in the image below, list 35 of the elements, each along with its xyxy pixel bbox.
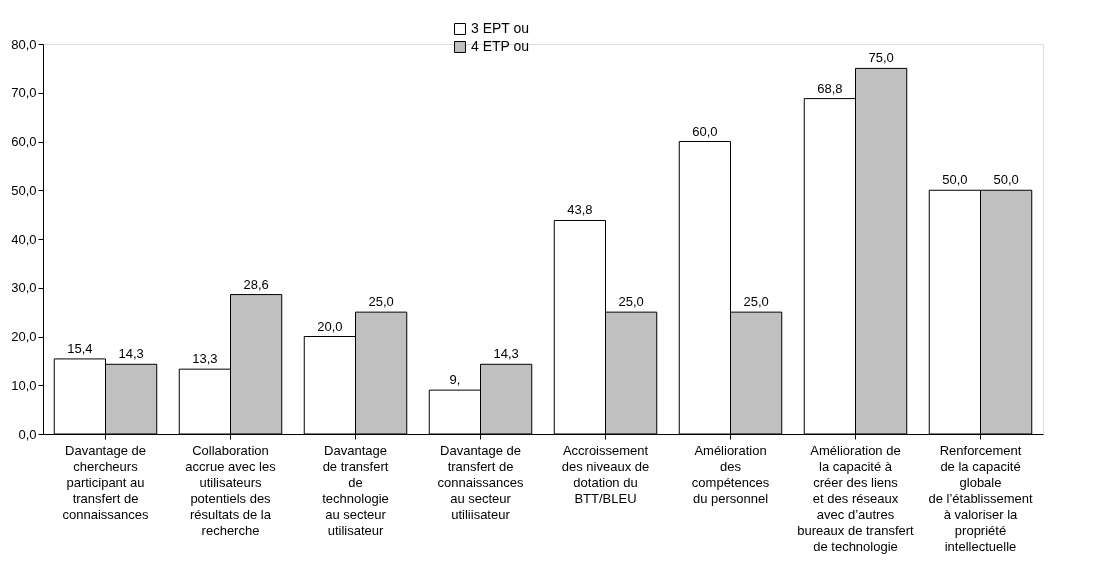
- y-tick-label: 60,0: [11, 134, 37, 149]
- x-tick-label: Davantage de chercheurs participant au transfert de connaissances: [62, 442, 149, 522]
- data-label: 68,8: [817, 80, 843, 96]
- data-label: 14,3: [118, 346, 144, 362]
- x-tick-label: Collaboration accrue avec les utilisateurs potentiels des résultats de la recherche: [185, 442, 277, 538]
- x-tick-label: Renforcement de la capacité globale de l’établissement à valoriser la propriété intellectuelle: [928, 442, 1033, 554]
- y-tick-label: 30,0: [11, 280, 37, 296]
- legend-label: 3 EPT ou: [471, 20, 530, 36]
- y-tick-label: 50,0: [11, 182, 37, 198]
- data-label: 60,0: [692, 123, 718, 139]
- y-tick-label: 70,0: [11, 85, 37, 101]
- y-tick-label: 20,0: [11, 329, 37, 344]
- data-label: 50,0: [942, 172, 968, 188]
- y-tick-label: 10,0: [11, 377, 37, 393]
- x-tick-label: Amélioration de la capacité à créer des liens et des réseaux avec d’autres bureaux de transfert de technologie: [797, 442, 915, 554]
- x-tick-label: Davantage de transfert de connaissances au secteur utiliisateur: [437, 442, 524, 522]
- data-label: 75,0: [868, 50, 894, 66]
- x-tick-label: Amélioration des compétences du personnel: [691, 442, 770, 506]
- data-label: 9,: [449, 372, 461, 388]
- data-label: 25,0: [368, 294, 394, 310]
- y-tick-label: 0,0: [18, 426, 37, 442]
- data-label: 20,0: [317, 318, 343, 334]
- x-tick-label: Davantage de transfert de technologie au secteur utilisateur: [322, 442, 389, 538]
- data-label: 50,0: [993, 172, 1019, 188]
- y-tick-label: 80,0: [11, 36, 37, 52]
- data-label: 28,6: [243, 276, 269, 292]
- data-label: 14,3: [493, 346, 519, 362]
- data-label: 25,0: [743, 294, 769, 310]
- legend-label: 4 ETP ou: [471, 38, 530, 54]
- data-label: 43,8: [567, 202, 593, 218]
- data-label: 15,4: [67, 340, 93, 356]
- data-label: 25,0: [618, 294, 644, 310]
- y-tick-label: 40,0: [11, 231, 37, 247]
- data-label: 13,3: [192, 351, 218, 367]
- x-tick-label: Accroissement des niveaux de dotation du BTT/BLEU: [561, 442, 650, 506]
